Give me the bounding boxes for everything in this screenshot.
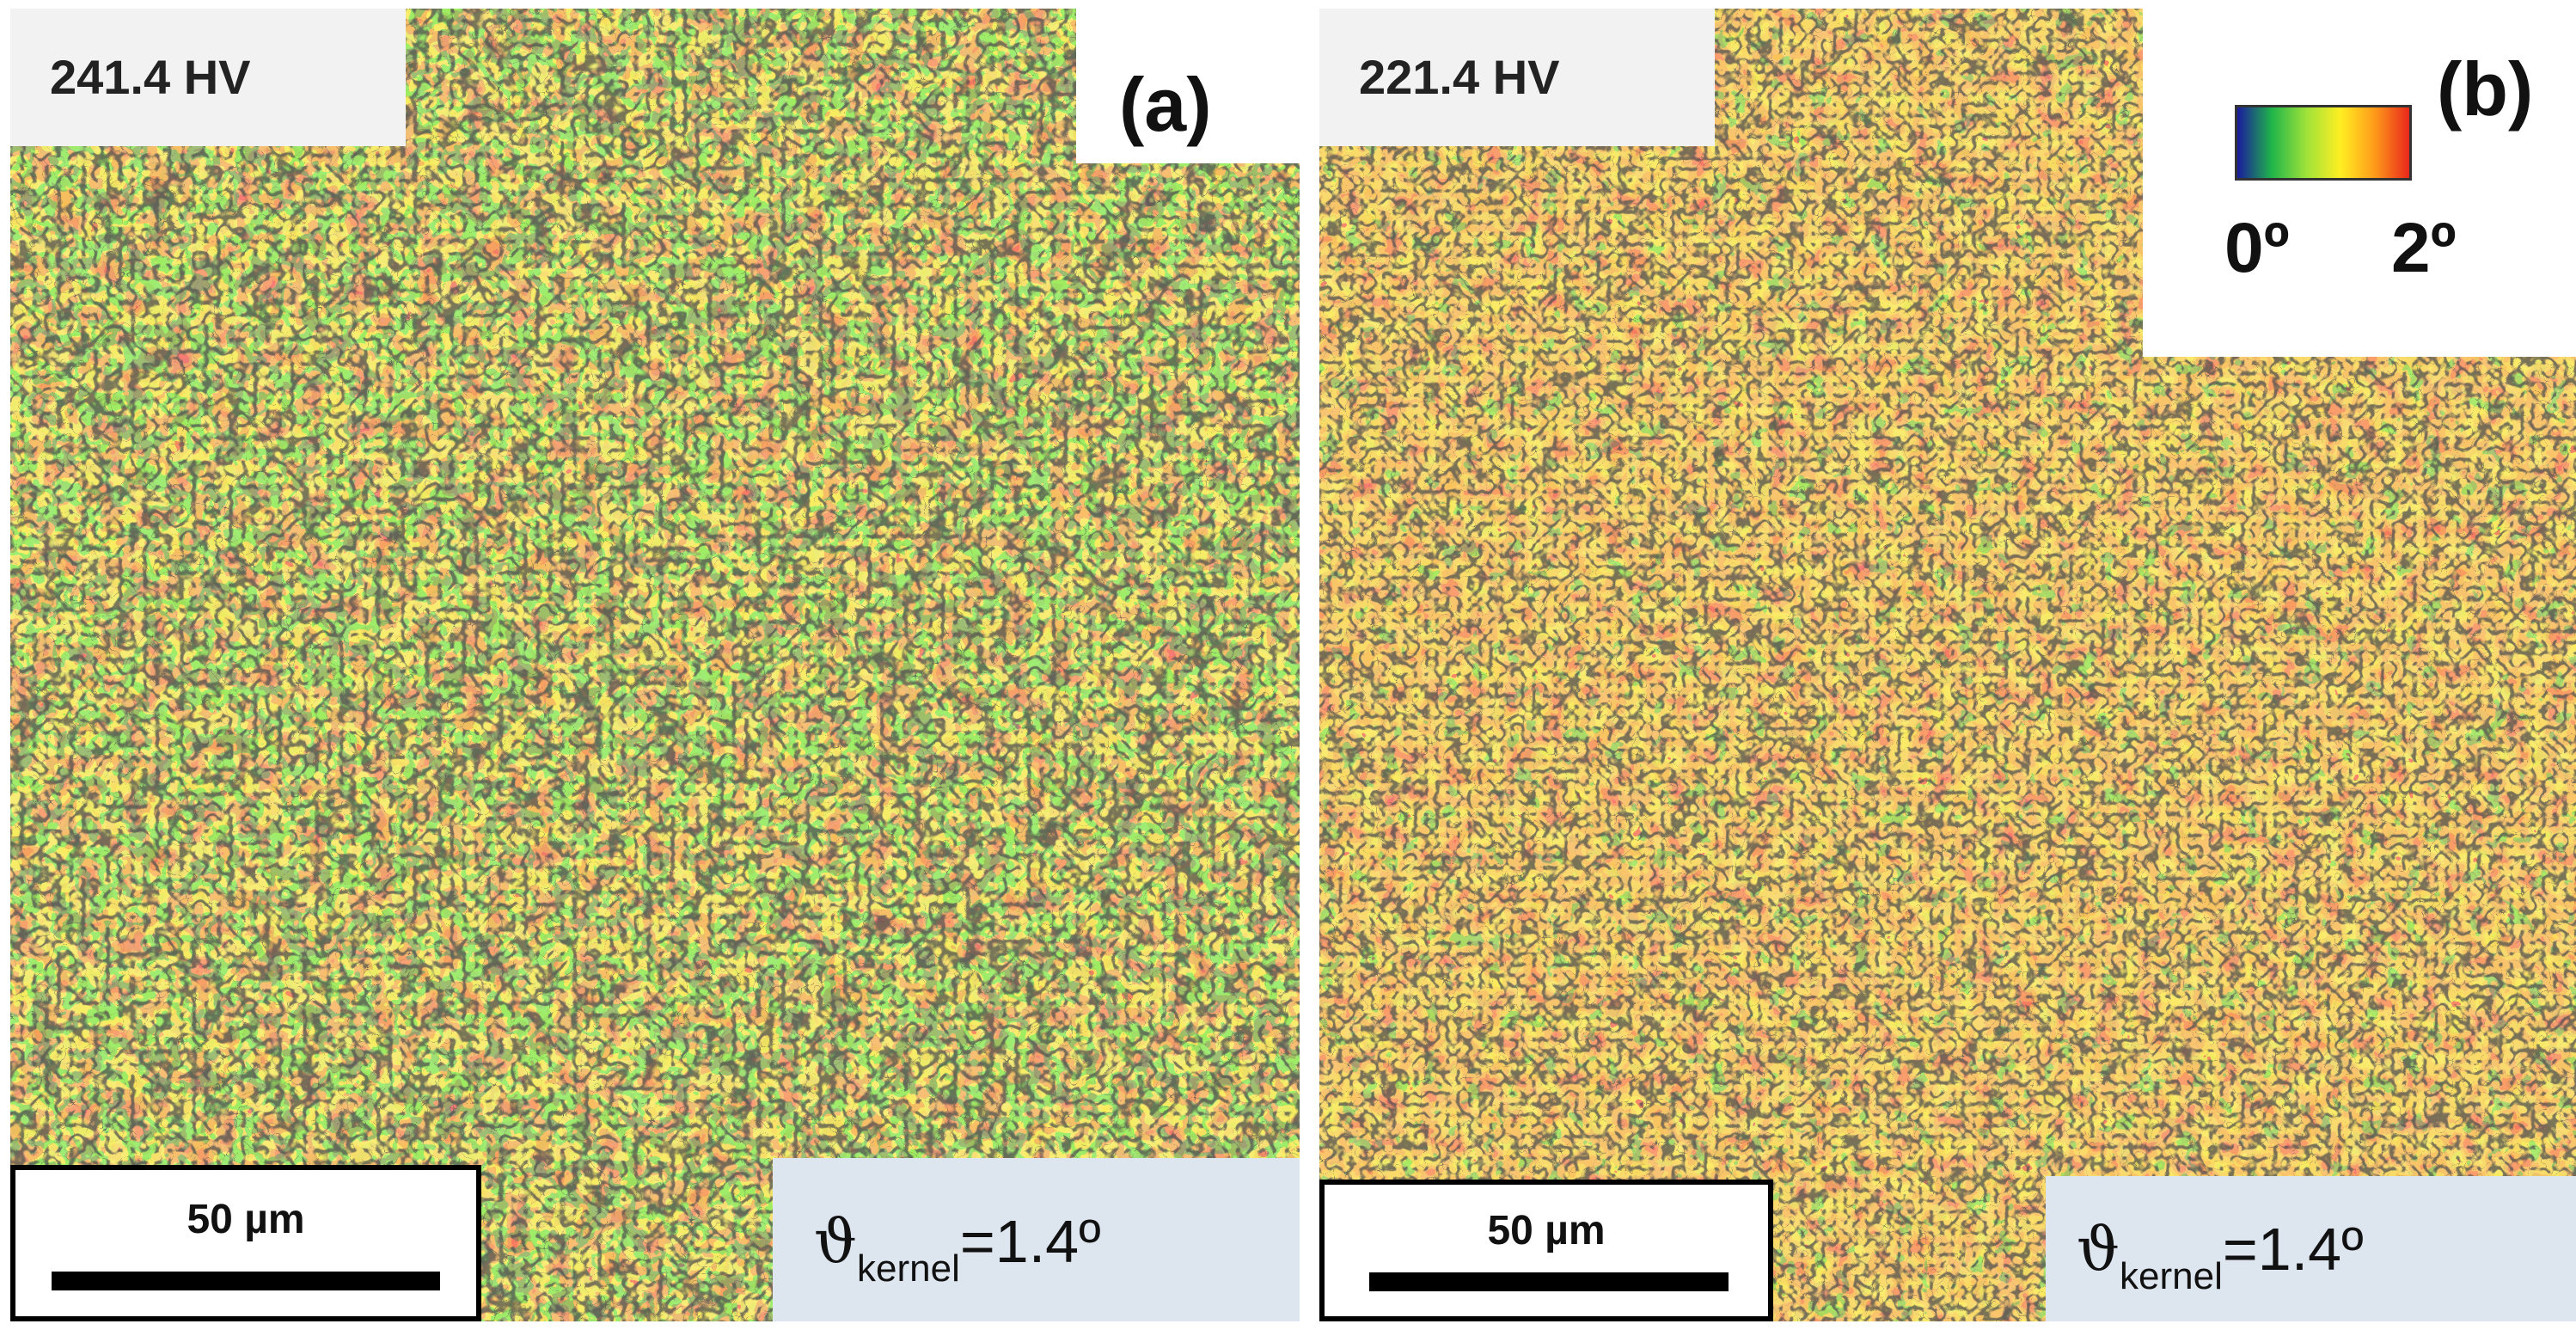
panel-b-cutout bbox=[2143, 9, 2576, 357]
panel-a: 241.4 HV (a) 50 µm ϑkernel=1.4º bbox=[10, 9, 1300, 1321]
panel-a-cutout bbox=[1076, 9, 1300, 163]
scale-bar-label-b: 50 µm bbox=[1487, 1208, 1606, 1253]
colorbar-max-label: 2º bbox=[2391, 209, 2457, 287]
kernel-angle-label-b: ϑkernel=1.4º bbox=[2077, 1219, 2364, 1296]
kernel-angle-label-a: ϑkernel=1.4º bbox=[814, 1208, 1101, 1288]
grain-boundaries-a bbox=[10, 9, 1300, 1321]
hardness-label-a: 241.4 HV bbox=[10, 9, 406, 146]
kernel-symbol-a: ϑ bbox=[814, 1206, 858, 1277]
kernel-subscript-b: kernel bbox=[2120, 1255, 2223, 1297]
panel-b: 221.4 HV (b) 50 µm ϑkernel=1.4º bbox=[1319, 9, 2576, 1321]
scale-bar-a bbox=[52, 1272, 440, 1290]
hardness-label-b: 221.4 HV bbox=[1319, 9, 1715, 146]
kernel-subscript-a: kernel bbox=[857, 1247, 960, 1290]
kernel-value-b: =1.4º bbox=[2222, 1216, 2364, 1283]
scale-bar-label-a: 50 µm bbox=[187, 1197, 305, 1242]
scale-bar-box-b: 50 µm bbox=[1319, 1180, 1773, 1321]
panel-tag-b: (b) bbox=[2437, 46, 2534, 132]
misorientation-colorbar bbox=[2235, 105, 2412, 181]
colorbar-min-label: 0º bbox=[2224, 209, 2290, 287]
kernel-symbol-b: ϑ bbox=[2077, 1214, 2120, 1284]
kernel-value-a: =1.4º bbox=[959, 1208, 1101, 1275]
scale-bar-box-a: 50 µm bbox=[10, 1165, 481, 1321]
kam-map-a bbox=[10, 9, 1300, 1321]
kernel-angle-box-b: ϑkernel=1.4º bbox=[2046, 1176, 2576, 1321]
kernel-angle-box-a: ϑkernel=1.4º bbox=[773, 1158, 1300, 1321]
scale-bar-b bbox=[1369, 1272, 1729, 1291]
panel-tag-a: (a) bbox=[1119, 62, 1212, 147]
